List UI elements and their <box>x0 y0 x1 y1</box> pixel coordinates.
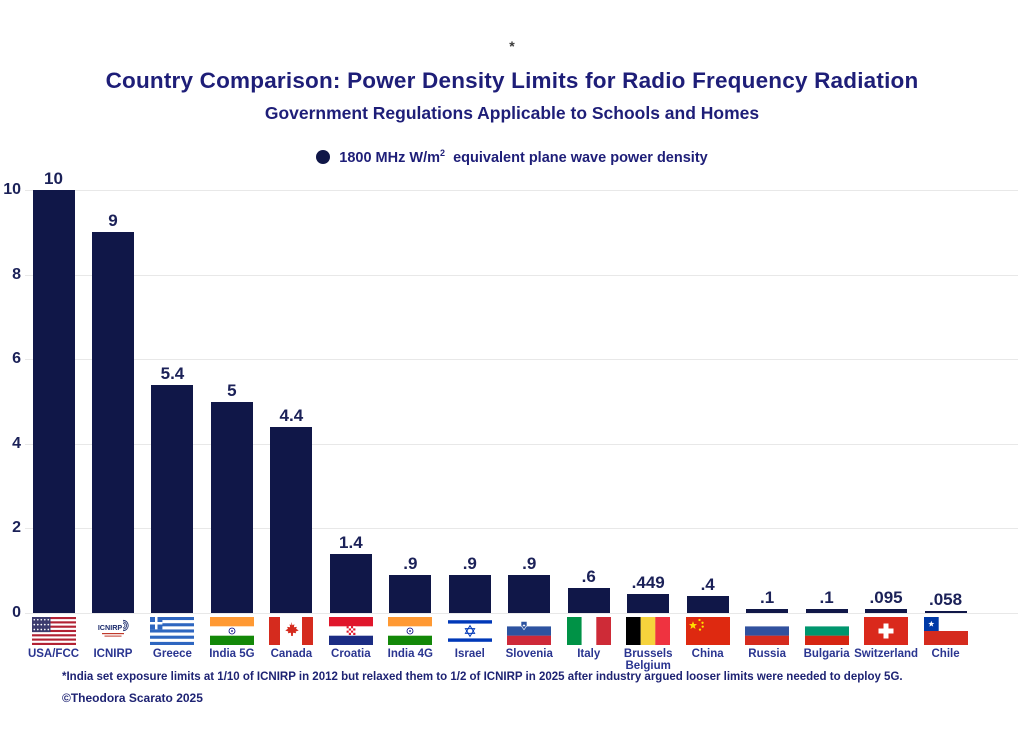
bar-greece <box>151 384 194 613</box>
category-label-india-4g: India 4G <box>387 648 433 660</box>
bar-bulgaria <box>805 608 848 613</box>
value-label-india-4g: .9 <box>403 553 418 573</box>
flag-israel-icon <box>447 617 492 645</box>
category-label-brussels-belgium: Brussels Belgium <box>623 648 673 673</box>
bar-china <box>686 596 729 613</box>
bar-india-5g <box>210 401 253 613</box>
bar-slovenia <box>508 574 551 613</box>
value-label-greece: 5.4 <box>160 363 185 383</box>
y-axis-tick-2: 2 <box>12 519 21 537</box>
flag-croatia-icon <box>328 617 373 645</box>
value-label-slovenia: .9 <box>522 553 537 573</box>
category-label-slovenia: Slovenia <box>505 648 553 660</box>
bar-usa-fcc <box>32 190 75 613</box>
category-label-greece: Greece <box>152 648 192 660</box>
value-label-italy: .6 <box>581 566 596 586</box>
value-label-canada: 4.4 <box>279 405 304 425</box>
category-label-italy: Italy <box>577 648 601 660</box>
bar-brussels-belgium <box>627 594 670 613</box>
india-footnote: *India set exposure limits at 1/10 of IC… <box>62 671 903 683</box>
chart-subtitle: Government Regulations Applicable to Sch… <box>264 103 760 123</box>
category-label-croatia: Croatia <box>331 648 371 660</box>
flag-slovenia-icon <box>507 617 552 645</box>
flag-icnirp-icon: ICNIRP <box>90 617 135 645</box>
bar-italy <box>567 587 610 613</box>
flag-switzerland-icon <box>864 617 909 645</box>
flag-india-4g-icon <box>388 617 433 645</box>
flag-russia-icon <box>745 617 790 645</box>
value-label-russia: .1 <box>760 587 775 607</box>
chart-title: Country Comparison: Power Density Limits… <box>105 68 919 93</box>
category-label-israel: Israel <box>454 648 485 660</box>
bar-israel <box>448 574 491 613</box>
category-label-chile: Chile <box>931 648 960 660</box>
flag-brussels-belgium-icon <box>626 617 671 645</box>
bar-india-4g <box>389 574 432 613</box>
value-label-switzerland: .095 <box>869 587 903 607</box>
flag-usa-fcc-icon <box>31 617 76 645</box>
value-label-india-5g: 5 <box>227 380 237 400</box>
category-label-bulgaria: Bulgaria <box>803 648 850 660</box>
legend-circle-marker-icon <box>316 149 331 164</box>
flag-chile-icon <box>923 617 968 645</box>
value-label-bulgaria: .1 <box>819 587 834 607</box>
y-axis-tick-6: 6 <box>12 350 21 368</box>
legend: 1800 MHz W/m2 equivalent plane wave powe… <box>0 148 1024 166</box>
flag-bulgaria-icon <box>804 617 849 645</box>
category-label-china: China <box>691 648 724 660</box>
category-label-russia: Russia <box>748 648 786 660</box>
flag-italy-icon <box>566 617 611 645</box>
flag-greece-icon <box>150 617 195 645</box>
flag-india-5g-icon <box>209 617 254 645</box>
svg-text:ICNIRP: ICNIRP <box>98 623 123 632</box>
bar-chile <box>924 610 967 613</box>
flag-canada-icon <box>269 617 314 645</box>
gridline-y6 <box>25 359 1018 361</box>
value-label-chile: .058 <box>929 589 963 609</box>
category-label-switzerland: Switzerland <box>854 648 919 660</box>
flag-china-icon <box>685 617 730 645</box>
gridline-y8 <box>25 274 1018 276</box>
y-axis-tick-0: 0 <box>12 604 21 621</box>
bar-russia <box>746 608 789 613</box>
value-label-brussels-belgium: .449 <box>631 573 665 592</box>
gridline-y2 <box>25 528 1018 530</box>
value-label-israel: .9 <box>462 553 477 573</box>
category-label-icnirp: ICNIRP <box>93 648 133 660</box>
gridline-y4 <box>25 443 1018 445</box>
category-label-usa-fcc: USA/FCC <box>27 648 80 660</box>
gridline-y0 <box>25 613 1018 614</box>
value-label-usa-fcc: 10 <box>44 169 63 188</box>
value-label-china: .4 <box>700 575 715 595</box>
value-label-croatia: 1.4 <box>339 532 363 552</box>
legend-label: 1800 MHz W/m2 equivalent plane wave powe… <box>339 148 708 166</box>
y-axis-tick-10: 10 <box>3 181 21 198</box>
copyright-credit: ©Theodora Scarato 2025 <box>62 691 203 705</box>
gridline-y10 <box>25 190 1018 191</box>
category-label-india-5g: India 5G <box>209 648 255 660</box>
bar-icnirp <box>91 232 134 613</box>
footnote-asterisk-marker: * <box>509 38 515 54</box>
y-axis-tick-8: 8 <box>12 265 21 283</box>
value-label-icnirp: 9 <box>108 211 118 231</box>
category-label-canada: Canada <box>270 648 313 660</box>
y-axis-tick-4: 4 <box>12 434 21 452</box>
bar-croatia <box>329 553 372 613</box>
bar-canada <box>270 426 313 613</box>
bar-switzerland <box>865 608 908 613</box>
